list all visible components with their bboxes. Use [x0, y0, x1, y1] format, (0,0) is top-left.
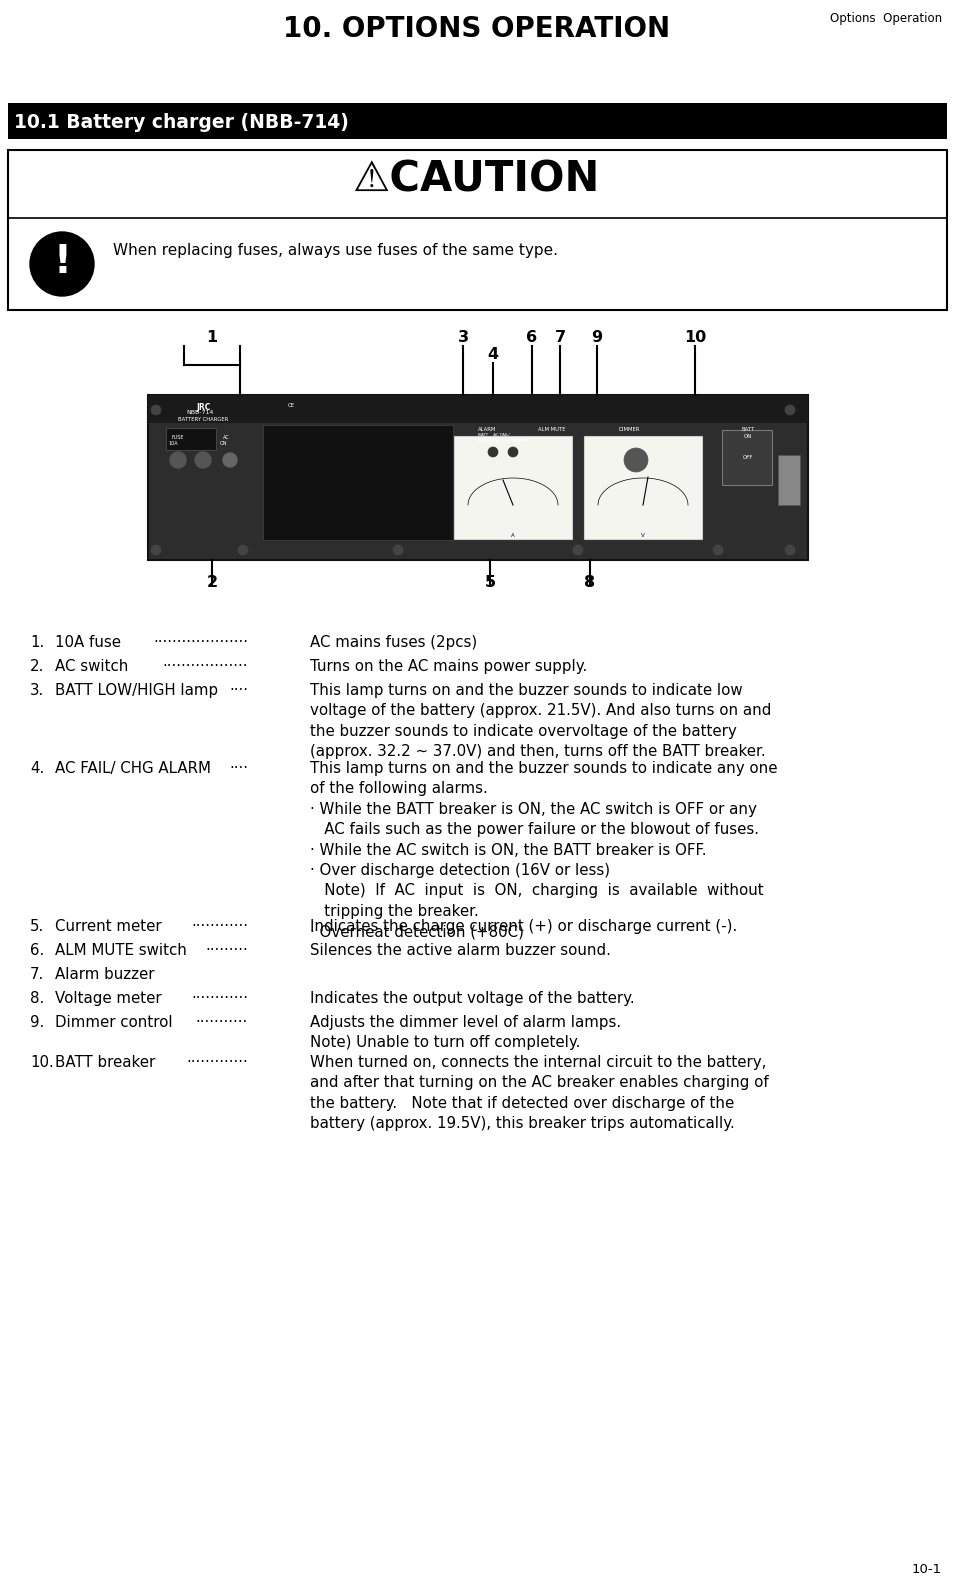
Text: AC switch: AC switch — [55, 659, 128, 675]
Text: JRC: JRC — [196, 404, 210, 412]
Text: 2: 2 — [206, 576, 218, 590]
Text: !: ! — [53, 242, 71, 281]
Text: 10.1 Battery charger (NBB-714): 10.1 Battery charger (NBB-714) — [14, 113, 349, 132]
Text: 9: 9 — [591, 330, 603, 345]
Text: 10A: 10A — [168, 440, 178, 447]
Bar — [148, 396, 808, 560]
Circle shape — [785, 405, 795, 415]
Text: ALM MUTE switch: ALM MUTE switch — [55, 943, 187, 959]
Text: BATT breaker: BATT breaker — [55, 1054, 156, 1070]
Text: Alarm buzzer: Alarm buzzer — [55, 967, 155, 983]
Text: When turned on, connects the internal circuit to the battery,
and after that tur: When turned on, connects the internal ci… — [310, 1054, 769, 1131]
Text: 8: 8 — [584, 576, 596, 590]
Circle shape — [30, 231, 94, 297]
Text: 4: 4 — [487, 348, 499, 362]
Text: 10: 10 — [684, 330, 706, 345]
Text: When replacing fuses, always use fuses of the same type.: When replacing fuses, always use fuses o… — [113, 242, 558, 258]
Text: ····: ···· — [229, 761, 248, 777]
Text: ············: ············ — [191, 919, 248, 935]
Bar — [453, 435, 573, 541]
Text: 5.: 5. — [30, 919, 44, 935]
Text: 10.: 10. — [30, 1054, 53, 1070]
Text: 10. OPTIONS OPERATION: 10. OPTIONS OPERATION — [284, 14, 670, 43]
Text: 7: 7 — [555, 330, 565, 345]
Text: ············: ············ — [191, 990, 248, 1006]
Text: DIMMER: DIMMER — [618, 427, 640, 432]
Text: Options  Operation: Options Operation — [830, 13, 942, 26]
Text: ···········: ··········· — [196, 1014, 248, 1030]
Text: Current meter: Current meter — [55, 919, 161, 935]
Text: NBB-714: NBB-714 — [186, 410, 213, 415]
Circle shape — [393, 545, 403, 555]
Text: Adjusts the dimmer level of alarm lamps.
Note) Unable to turn off completely.: Adjusts the dimmer level of alarm lamps.… — [310, 1014, 621, 1051]
Text: LOW/HIGH  CHG ALARM: LOW/HIGH CHG ALARM — [478, 439, 526, 443]
Text: Voltage meter: Voltage meter — [55, 990, 161, 1006]
Text: 4.: 4. — [30, 761, 44, 777]
Bar — [263, 424, 453, 541]
Text: 1: 1 — [206, 330, 218, 345]
Bar — [778, 455, 800, 506]
Bar — [166, 427, 216, 450]
Circle shape — [488, 447, 498, 458]
Text: This lamp turns on and the buzzer sounds to indicate any one
of the following al: This lamp turns on and the buzzer sounds… — [310, 761, 777, 939]
Circle shape — [195, 451, 211, 467]
Text: ON: ON — [220, 440, 227, 447]
Text: 5: 5 — [484, 576, 496, 590]
Text: Indicates the output voltage of the battery.: Indicates the output voltage of the batt… — [310, 990, 635, 1006]
Text: 3.: 3. — [30, 683, 44, 699]
Text: CE: CE — [288, 404, 295, 408]
Text: 10-1: 10-1 — [912, 1563, 942, 1576]
Circle shape — [785, 545, 795, 555]
Text: 2.: 2. — [30, 659, 44, 675]
Text: OFF: OFF — [743, 455, 753, 459]
Bar — [543, 443, 561, 455]
Text: BATT    AC FAIL/: BATT AC FAIL/ — [478, 432, 510, 437]
Text: ·············: ············· — [186, 1054, 248, 1070]
Bar — [8, 104, 947, 139]
Text: V: V — [641, 533, 645, 538]
Text: 6: 6 — [526, 330, 538, 345]
Text: 7.: 7. — [30, 967, 44, 983]
Text: 9.: 9. — [30, 1014, 44, 1030]
Text: ALARM: ALARM — [478, 427, 497, 432]
Circle shape — [624, 448, 648, 472]
Text: ··················: ·················· — [162, 659, 248, 675]
Text: BATT: BATT — [741, 427, 754, 432]
Text: ····················: ···················· — [153, 635, 248, 651]
Circle shape — [573, 545, 583, 555]
Circle shape — [170, 451, 186, 467]
Circle shape — [151, 545, 161, 555]
Text: BATT LOW/HIGH lamp: BATT LOW/HIGH lamp — [55, 683, 218, 699]
Text: 8.: 8. — [30, 990, 44, 1006]
Text: This lamp turns on and the buzzer sounds to indicate low
voltage of the battery : This lamp turns on and the buzzer sounds… — [310, 683, 772, 759]
Text: AC mains fuses (2pcs): AC mains fuses (2pcs) — [310, 635, 478, 651]
Text: 6.: 6. — [30, 943, 44, 959]
Text: ALM MUTE: ALM MUTE — [538, 427, 565, 432]
Text: A: A — [511, 533, 515, 538]
Text: AC FAIL/ CHG ALARM: AC FAIL/ CHG ALARM — [55, 761, 211, 777]
Circle shape — [713, 545, 723, 555]
Text: BATTERY CHARGER: BATTERY CHARGER — [178, 416, 228, 423]
Circle shape — [238, 545, 248, 555]
Circle shape — [223, 453, 237, 467]
Circle shape — [508, 447, 518, 458]
Text: ON: ON — [744, 434, 753, 439]
Text: Indicates the charge current (+) or discharge current (-).: Indicates the charge current (+) or disc… — [310, 919, 737, 935]
Bar — [583, 435, 703, 541]
Text: Dimmer control: Dimmer control — [55, 1014, 173, 1030]
Text: Turns on the AC mains power supply.: Turns on the AC mains power supply. — [310, 659, 587, 675]
Text: 3: 3 — [457, 330, 469, 345]
Text: FUSE: FUSE — [171, 435, 183, 440]
Text: 10A fuse: 10A fuse — [55, 635, 121, 651]
Text: Silences the active alarm buzzer sound.: Silences the active alarm buzzer sound. — [310, 943, 611, 959]
Bar — [8, 150, 947, 309]
Text: ·········: ········· — [205, 943, 248, 959]
Text: 1.: 1. — [30, 635, 44, 651]
Text: ⚠CAUTION: ⚠CAUTION — [353, 158, 601, 199]
Circle shape — [151, 405, 161, 415]
Text: ····: ···· — [229, 683, 248, 699]
Bar — [148, 396, 808, 423]
Bar — [722, 431, 772, 485]
Text: AC: AC — [223, 435, 229, 440]
